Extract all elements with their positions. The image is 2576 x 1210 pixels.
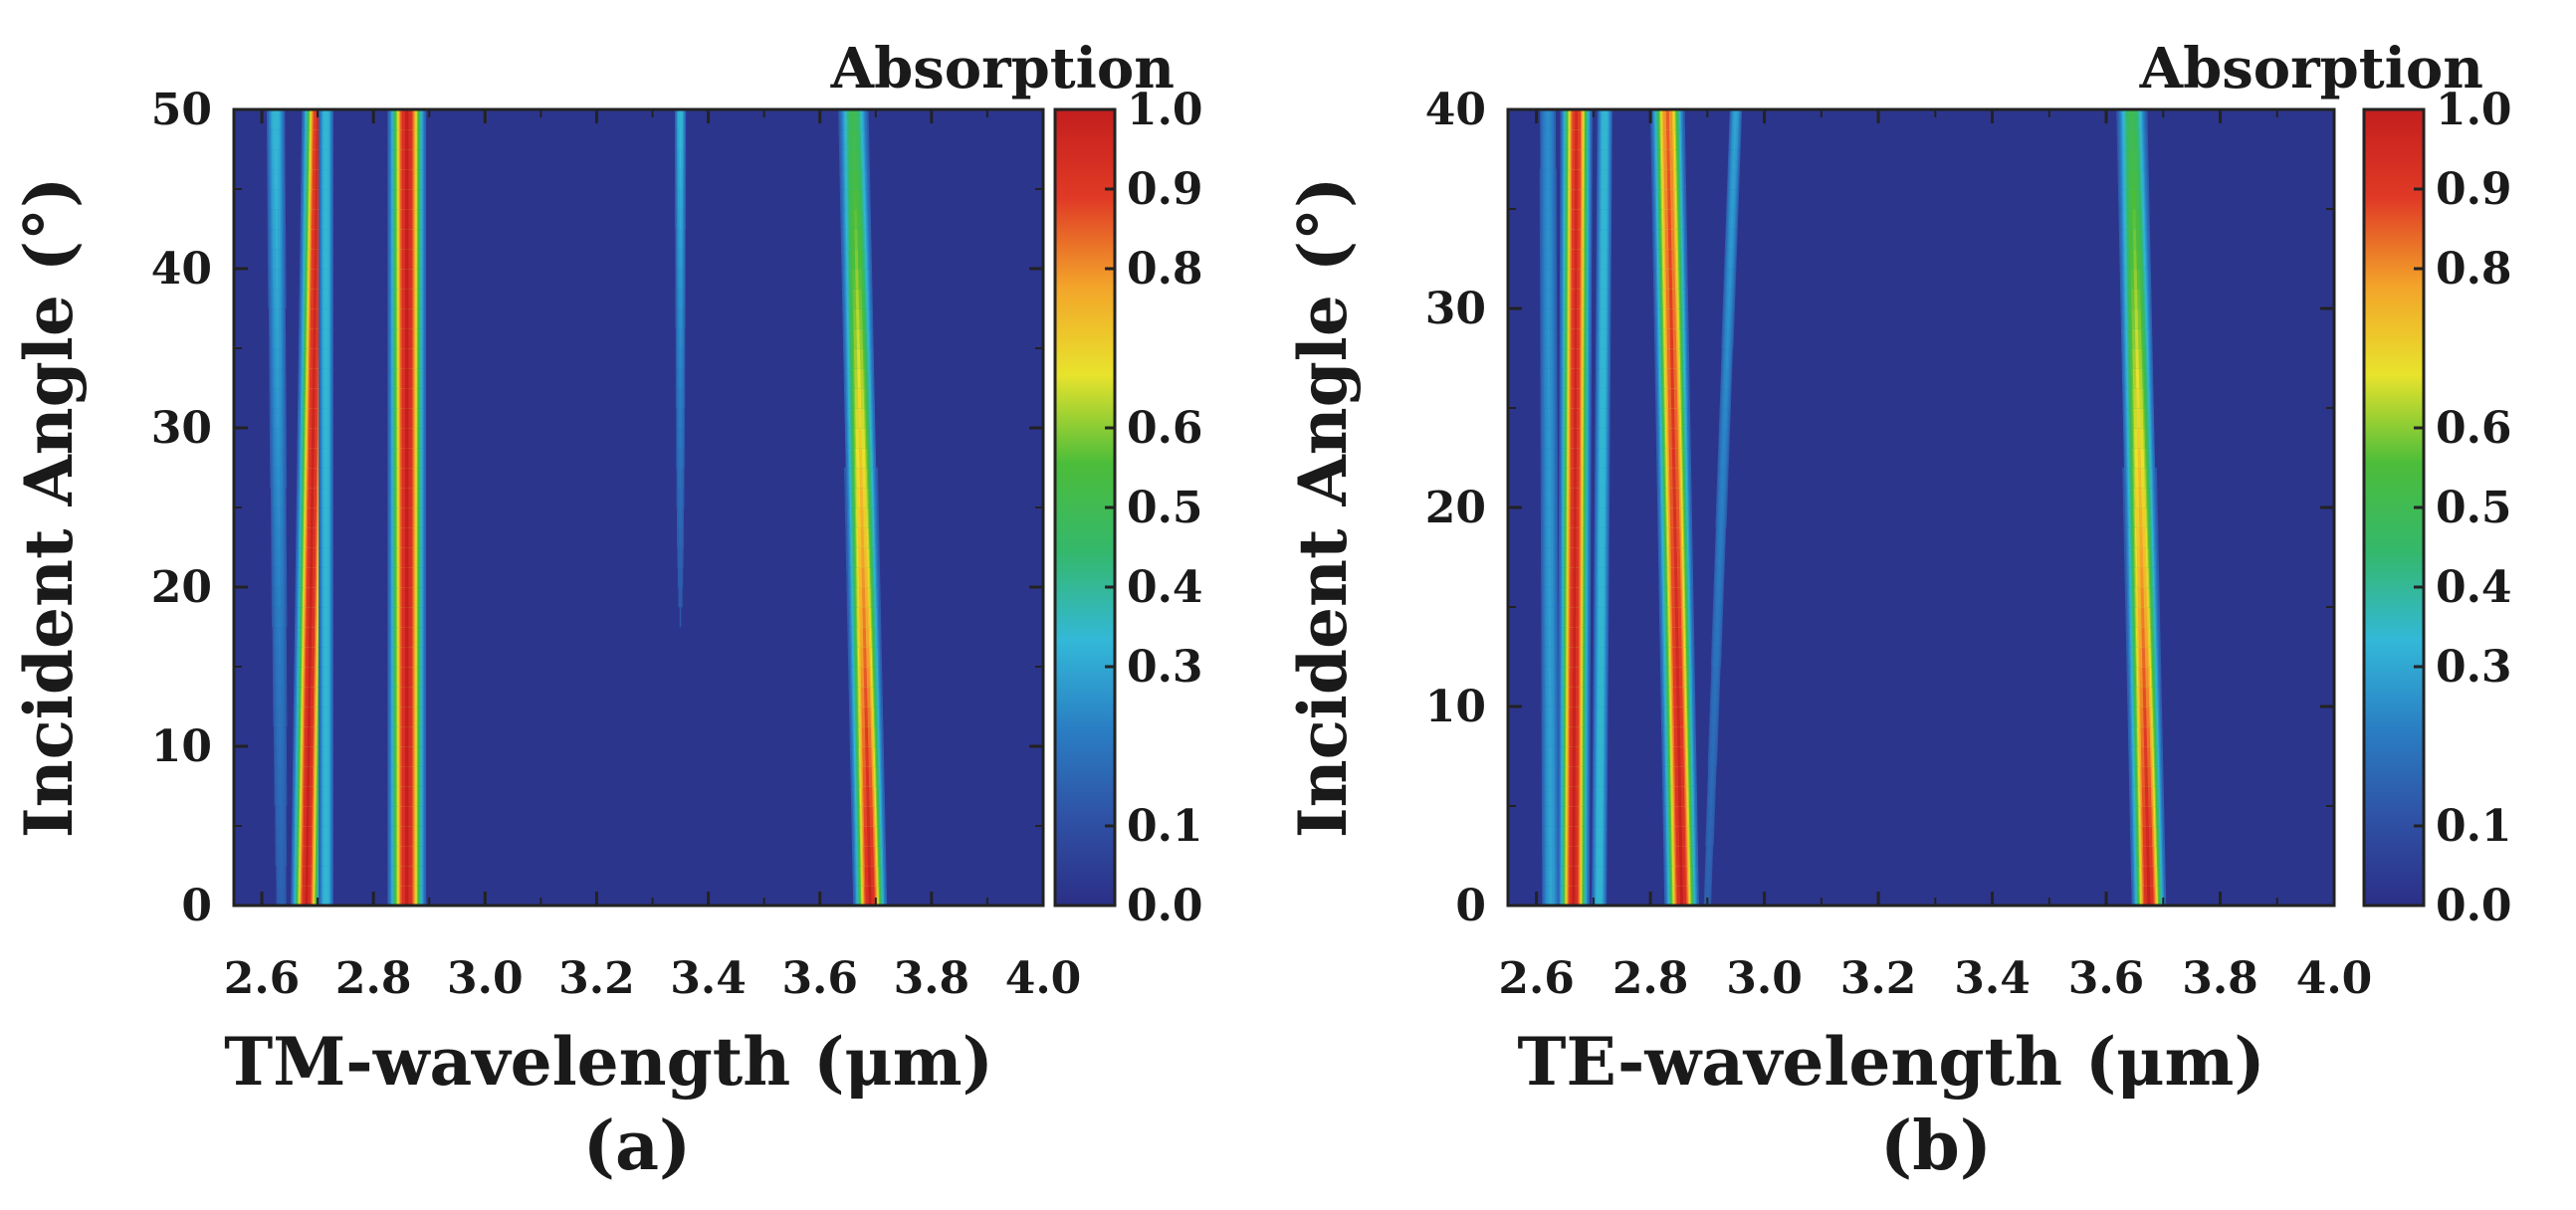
y-tick-label: 40 — [1425, 85, 1486, 135]
y-tick-label: 0 — [1455, 881, 1486, 931]
colorbar-tick-label: 0.6 — [1127, 403, 1203, 454]
y-tick-label: 10 — [151, 721, 212, 772]
absorption-ridge-1 — [1557, 109, 1593, 906]
colorbar-title: Absorption — [830, 36, 1175, 101]
panel-a: 2.6 2.8 3.0 3.2 3.4 3.6 3.8 4.0 0 10 20 30 40 50 TM-wa… — [10, 36, 1203, 1186]
colorbar-tick-label: 1.0 — [1127, 85, 1203, 135]
colorbar-tick-label: 0.4 — [2436, 562, 2512, 613]
x-tick-label: 2.8 — [335, 953, 412, 1004]
colorbar: Absorption 0.0 0.1 0.3 0.4 0.5 0.6 0.8 0.9 1.0 — [2139, 36, 2512, 931]
x-tick-label: 3.6 — [781, 953, 858, 1004]
x-tick-label: 2.8 — [1612, 953, 1689, 1004]
x-tick-label: 3.2 — [558, 953, 635, 1004]
absorption-ridge-3 — [1592, 109, 1612, 906]
heatmap-background — [234, 109, 1043, 906]
heatmap-ridges — [266, 109, 888, 906]
x-tick-label: 2.6 — [1498, 953, 1575, 1004]
colorbar-tick-label: 0.1 — [1127, 801, 1203, 852]
colorbar-tick-label: 0.6 — [2436, 403, 2512, 454]
colorbar-tick-label: 0.3 — [2436, 642, 2512, 693]
x-tick-label: 4.0 — [1005, 953, 1082, 1004]
colorbar-tick-label: 0.3 — [1127, 642, 1203, 693]
colorbar-tick-label: 0.9 — [1127, 164, 1203, 215]
y-tick-label: 50 — [151, 85, 212, 135]
x-tick-label: 3.8 — [894, 953, 970, 1004]
absorption-ridge-3 — [319, 109, 333, 906]
absorption-ridge-5 — [674, 109, 687, 628]
y-tick-label: 20 — [151, 562, 212, 613]
y-tick-label: 30 — [1425, 284, 1486, 334]
x-axis-title: TE-wavelength (μm) — [1517, 1023, 2264, 1101]
colorbar-tick-label: 0.4 — [1127, 562, 1203, 613]
colorbar-tick-label: 0.8 — [1127, 244, 1203, 295]
x-tick-label: 3.6 — [2068, 953, 2145, 1004]
absorption-ridge-4 — [1649, 109, 1699, 906]
colorbar-tick-label: 0.5 — [1127, 483, 1203, 533]
colorbar-title: Absorption — [2139, 36, 2483, 101]
x-tick-label: 3.0 — [1726, 953, 1803, 1004]
x-tick-label: 3.4 — [670, 953, 747, 1004]
panel-b: 2.6 2.8 3.0 3.2 3.4 3.6 3.8 4.0 0 10 20 30 40 TE-wave… — [1284, 36, 2512, 1186]
x-tick-label: 3.8 — [2182, 953, 2258, 1004]
absorption-ridge-5 — [1703, 109, 1743, 906]
x-axis-title: TM-wavelength (μm) — [224, 1023, 993, 1101]
y-tick-label: 0 — [181, 881, 212, 931]
colorbar-tick-label: 0.5 — [2436, 483, 2512, 533]
panel-label: (a) — [583, 1107, 691, 1186]
y-axis-title: Incident Angle (°) — [10, 177, 88, 839]
colorbar: Absorption 0.0 0.1 0.3 0.4 0.5 0.6 0.8 0.9 1.0 — [830, 36, 1203, 931]
x-tick-label: 2.6 — [224, 953, 301, 1004]
colorbar-tick-label: 0.0 — [1127, 881, 1203, 931]
colorbar-tick-label: 0.0 — [2436, 881, 2512, 931]
colorbar-tick-label: 0.1 — [2436, 801, 2512, 852]
colorbar-tick-label: 0.8 — [2436, 244, 2512, 295]
x-tick-label: 3.4 — [1954, 953, 2031, 1004]
y-tick-label: 10 — [1425, 682, 1486, 732]
heatmap-background — [1508, 109, 2334, 906]
heatmap-ridges — [1539, 109, 2167, 906]
x-tick-label: 3.0 — [447, 953, 524, 1004]
colorbar-tick-label: 0.9 — [2436, 164, 2512, 215]
absorption-ridge-6 — [838, 109, 888, 906]
y-tick-label: 30 — [151, 403, 212, 454]
x-tick-label: 4.0 — [2296, 953, 2373, 1004]
y-tick-label: 40 — [151, 244, 212, 295]
colorbar-tick-label: 1.0 — [2436, 85, 2512, 135]
panel-label: (b) — [1880, 1107, 1992, 1186]
absorption-ridge-4 — [387, 109, 427, 906]
y-tick-label: 20 — [1425, 483, 1486, 533]
absorption-ridge-2 — [1539, 109, 1560, 906]
y-axis-title: Incident Angle (°) — [1284, 177, 1362, 839]
absorption-ridge-6 — [2116, 109, 2167, 906]
absorption-ridge-2 — [266, 109, 288, 906]
x-tick-label: 3.2 — [1840, 953, 1917, 1004]
